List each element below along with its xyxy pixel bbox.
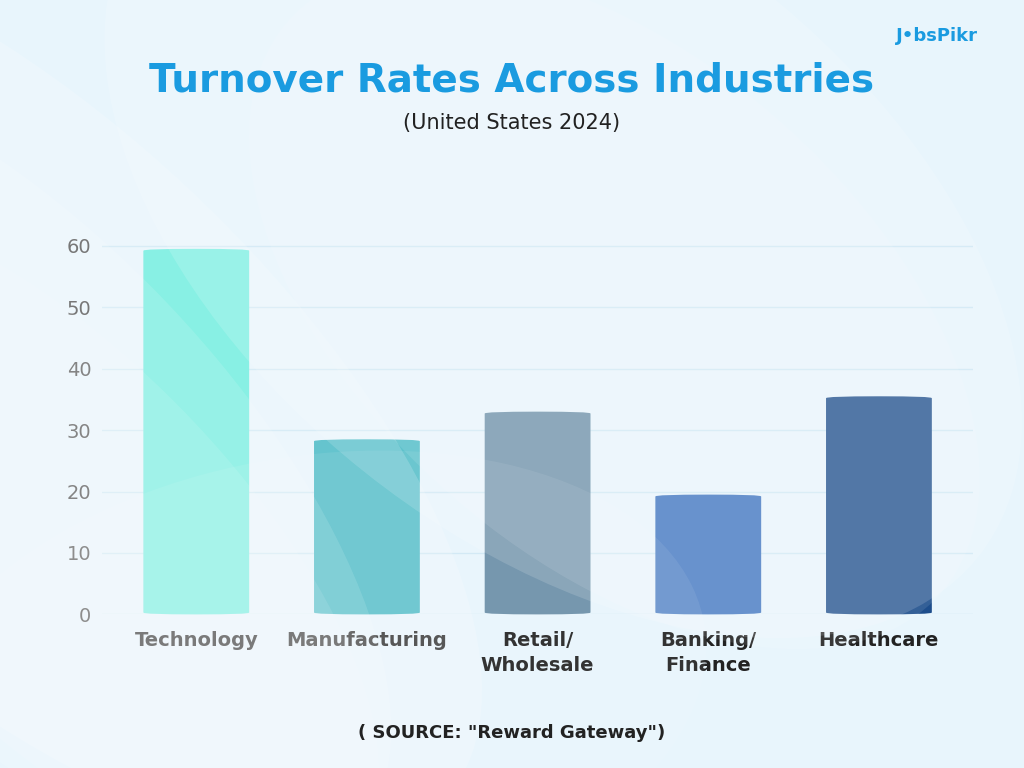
Bar xyxy=(314,439,420,614)
Ellipse shape xyxy=(0,451,707,768)
Bar xyxy=(484,412,591,614)
Ellipse shape xyxy=(0,57,391,768)
Text: Turnover Rates Across Industries: Turnover Rates Across Industries xyxy=(150,61,874,100)
Bar xyxy=(826,396,932,614)
FancyBboxPatch shape xyxy=(314,439,420,614)
Text: (United States 2024): (United States 2024) xyxy=(403,113,621,133)
Ellipse shape xyxy=(249,0,980,649)
Bar xyxy=(655,495,761,614)
Text: J•bsPikr: J•bsPikr xyxy=(896,27,978,45)
Ellipse shape xyxy=(104,0,1022,638)
FancyBboxPatch shape xyxy=(484,412,591,614)
FancyBboxPatch shape xyxy=(143,249,249,614)
FancyBboxPatch shape xyxy=(655,495,761,614)
Text: ( SOURCE: "Reward Gateway"): ( SOURCE: "Reward Gateway") xyxy=(358,724,666,743)
Bar xyxy=(143,249,249,614)
Ellipse shape xyxy=(0,205,379,768)
FancyBboxPatch shape xyxy=(826,396,932,614)
Ellipse shape xyxy=(0,0,482,768)
